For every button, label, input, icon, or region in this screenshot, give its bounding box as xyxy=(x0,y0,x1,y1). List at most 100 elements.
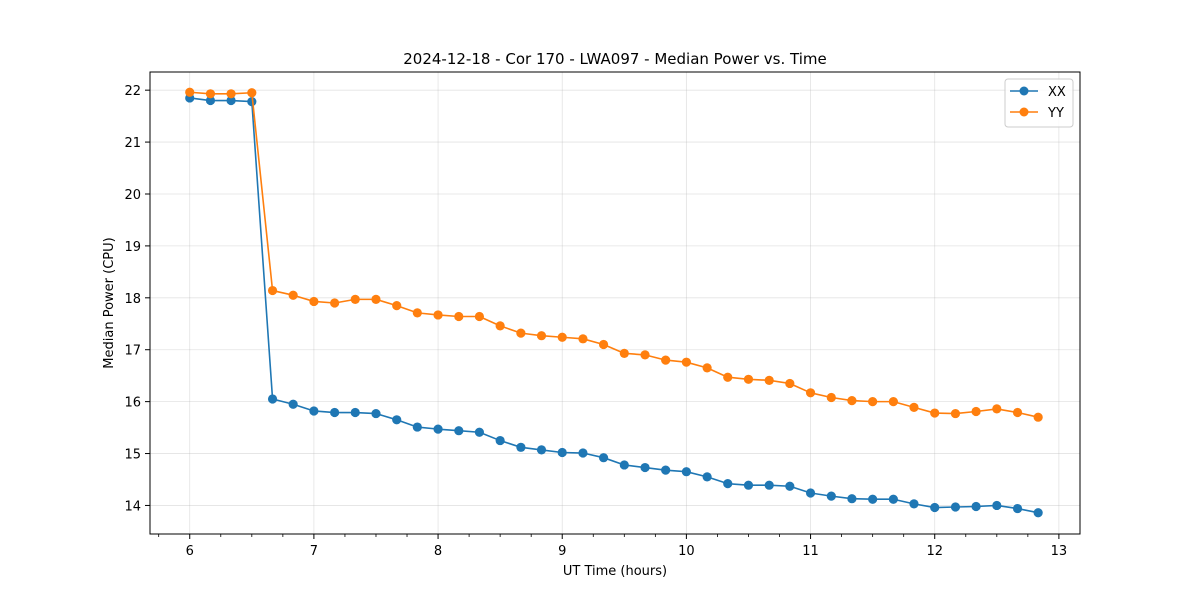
data-point-xx xyxy=(350,407,360,418)
data-point-yy xyxy=(536,331,547,341)
data-point-yy xyxy=(661,355,671,365)
data-point-xx xyxy=(640,462,650,473)
y-axis-label: Median Power (CPU) xyxy=(102,237,117,368)
legend-xx-label: XX xyxy=(1048,85,1066,100)
data-point-xx xyxy=(392,415,402,425)
data-point-xx xyxy=(433,424,443,434)
y-tick-label: 14 xyxy=(124,499,141,514)
data-point-yy xyxy=(1033,412,1043,422)
y-tick-label: 21 xyxy=(124,136,141,151)
data-point-xx xyxy=(868,494,878,504)
x-tick-label: 12 xyxy=(926,544,943,559)
data-point-yy xyxy=(350,294,360,304)
data-point-xx xyxy=(330,407,340,418)
y-tick-label: 20 xyxy=(124,188,141,203)
data-point-xx xyxy=(412,422,422,432)
data-point-yy xyxy=(288,290,298,300)
data-point-xx xyxy=(764,480,774,490)
series-yy xyxy=(185,87,1043,422)
legend-yy-label: YY xyxy=(1047,106,1064,121)
data-point-yy xyxy=(619,348,629,358)
data-point-xx xyxy=(495,435,505,446)
data-point-xx xyxy=(205,95,216,106)
legend-xx-marker xyxy=(1019,86,1029,96)
data-point-yy xyxy=(267,285,278,296)
data-point-xx xyxy=(516,442,526,452)
y-tick-label: 17 xyxy=(124,344,141,359)
data-point-yy xyxy=(474,311,485,322)
data-point-yy xyxy=(950,408,961,419)
data-point-yy xyxy=(847,395,857,406)
data-point-xx xyxy=(723,479,733,489)
data-point-yy xyxy=(743,374,754,384)
data-point-xx xyxy=(805,488,816,498)
data-point-xx xyxy=(930,502,940,513)
data-point-yy xyxy=(930,408,940,418)
plot-series xyxy=(185,87,1043,518)
data-point-xx xyxy=(578,448,588,458)
x-tick-label: 6 xyxy=(186,544,194,559)
data-point-yy xyxy=(723,372,733,382)
data-point-yy xyxy=(868,397,878,407)
data-point-xx xyxy=(743,480,754,490)
data-point-yy xyxy=(971,406,981,417)
data-point-yy xyxy=(764,375,774,385)
axes-frame xyxy=(149,71,1081,535)
data-point-yy xyxy=(330,298,340,308)
data-point-yy xyxy=(785,378,795,389)
series-xx xyxy=(185,93,1043,518)
data-point-yy xyxy=(247,88,257,98)
grid xyxy=(150,72,1080,534)
data-point-yy xyxy=(909,402,919,412)
data-point-xx xyxy=(557,447,567,458)
y-tick-label: 15 xyxy=(124,448,141,463)
x-axis-ticks: 6 7 8 9 10 11 12 13 xyxy=(158,534,1067,559)
data-point-xx xyxy=(971,501,981,512)
data-point-xx xyxy=(785,481,795,491)
y-tick-label: 16 xyxy=(124,396,141,411)
data-point-xx xyxy=(702,472,712,482)
data-point-xx xyxy=(888,494,898,504)
x-tick-label: 8 xyxy=(434,544,442,559)
data-point-yy xyxy=(598,339,609,350)
data-point-yy xyxy=(992,404,1002,414)
data-point-yy xyxy=(640,350,650,360)
data-point-xx xyxy=(1033,508,1043,518)
legend: XX YY xyxy=(1004,78,1074,128)
data-point-xx xyxy=(1012,503,1023,514)
data-point-xx xyxy=(992,500,1002,511)
data-point-yy xyxy=(826,392,836,403)
data-point-yy xyxy=(454,311,464,322)
data-point-yy xyxy=(702,363,712,373)
data-point-yy xyxy=(805,388,816,398)
x-tick-label: 9 xyxy=(558,544,566,559)
data-point-yy xyxy=(557,332,567,342)
data-point-yy xyxy=(226,89,236,99)
x-tick-label: 10 xyxy=(678,544,695,559)
data-point-xx xyxy=(247,96,257,107)
data-point-yy xyxy=(392,300,402,311)
data-point-xx xyxy=(474,427,485,437)
data-point-xx xyxy=(847,494,857,504)
data-point-xx xyxy=(950,502,961,512)
data-point-yy xyxy=(1012,407,1023,418)
data-point-xx xyxy=(371,408,381,419)
data-point-yy xyxy=(578,334,588,344)
x-tick-label: 7 xyxy=(310,544,318,559)
data-point-xx xyxy=(619,460,629,470)
data-point-yy xyxy=(309,296,319,307)
data-point-xx xyxy=(661,465,671,475)
y-tick-label: 22 xyxy=(124,84,141,99)
data-point-xx xyxy=(681,467,691,477)
data-point-xx xyxy=(288,399,298,409)
data-point-yy xyxy=(681,357,691,367)
data-point-xx xyxy=(598,453,609,463)
data-point-xx xyxy=(536,445,547,455)
y-axis-ticks: 14 15 16 17 18 19 20 21 22 xyxy=(124,84,150,514)
x-tick-label: 11 xyxy=(802,544,819,559)
data-point-xx xyxy=(826,491,836,501)
data-point-xx xyxy=(309,406,319,416)
data-point-xx xyxy=(454,426,464,436)
data-point-yy xyxy=(412,308,422,318)
